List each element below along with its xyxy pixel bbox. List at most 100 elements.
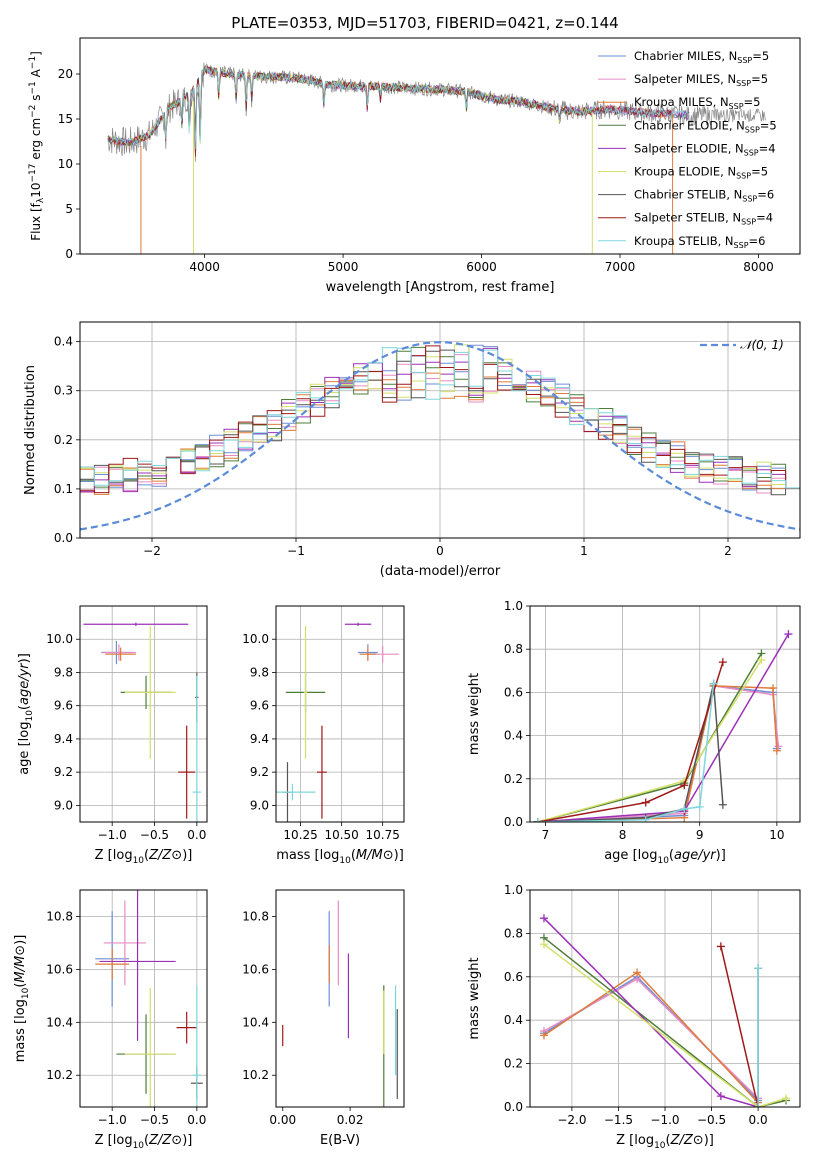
weight-marker bbox=[716, 942, 725, 951]
spectrum-legend: Chabrier MILES, NSSP=5 Salpeter MILES, NS… bbox=[598, 49, 777, 250]
y-axis-label: mass [log10(M/M⊙)] bbox=[13, 935, 31, 1063]
y-axis-label: mass weight bbox=[467, 673, 482, 755]
x-tick-label: 4000 bbox=[189, 260, 220, 274]
weight-marker bbox=[680, 781, 689, 790]
plot-area-weight-age bbox=[533, 630, 793, 822]
errorbar-salpeter-stelib bbox=[178, 725, 196, 819]
x-tick-label: −0.5 bbox=[697, 1113, 726, 1127]
errorbar-kroupa-miles bbox=[105, 647, 136, 661]
y-tick-label: 9.4 bbox=[250, 732, 269, 746]
x-tick-label: −0.5 bbox=[140, 828, 169, 842]
weight-marker bbox=[754, 964, 763, 973]
y-tick-label: 0.0 bbox=[504, 815, 523, 829]
weight-series-kroupa-stelib bbox=[533, 679, 718, 822]
x-tick-label: 9 bbox=[696, 828, 704, 842]
weight-marker bbox=[695, 802, 704, 811]
x-tick-label: −1 bbox=[287, 544, 305, 558]
plot-area-residuals bbox=[80, 341, 800, 538]
errorbar-salpeter-stelib bbox=[176, 1011, 197, 1044]
errorbar-kroupa-stelib bbox=[192, 675, 202, 822]
panel-age-mass: 10.25 10.50 10.75 9.0 9.2 9.4 9.6 9.8 10.0 mass [… bbox=[242, 605, 405, 866]
y-tick-label: 9.8 bbox=[250, 665, 269, 679]
plot-area-age-Z bbox=[83, 622, 202, 822]
weight-series-kroupa-miles bbox=[533, 681, 781, 822]
x-tick-label: 7000 bbox=[605, 260, 636, 274]
legend-entry-normal: 𝒩(0, 1) bbox=[740, 338, 784, 352]
figure-title: PLATE=0353, MJD=51703, FIBERID=0421, z=0… bbox=[231, 14, 618, 32]
errorbar-kroupa-elodie bbox=[303, 625, 308, 759]
y-tick-label: 9.4 bbox=[54, 732, 73, 746]
weight-series-kroupa-stelib bbox=[754, 964, 763, 1107]
y-tick-label: 10.8 bbox=[46, 909, 73, 923]
weight-marker bbox=[633, 968, 642, 977]
x-tick-label: 10 bbox=[769, 828, 784, 842]
plot-area-mass-Z bbox=[95, 890, 203, 1107]
y-tick-label: 0.3 bbox=[54, 384, 73, 398]
weight-marker bbox=[754, 1103, 763, 1107]
legend-entry-salpeter-miles: Salpeter MILES, NSSP=5 bbox=[634, 72, 768, 88]
x-axis-label: Z [log10(Z/Z⊙)] bbox=[616, 1133, 714, 1151]
y-tick-label: 15 bbox=[58, 112, 73, 126]
weight-marker bbox=[769, 684, 777, 693]
y-tick-label: 9.6 bbox=[54, 699, 73, 713]
weight-series-salpeter-miles bbox=[533, 681, 783, 822]
model-spectrum-kroupa-stelib bbox=[110, 66, 690, 149]
weight-series-chabrier-stelib bbox=[533, 679, 727, 822]
errorbar-kroupa-miles bbox=[95, 948, 130, 980]
weight-marker bbox=[716, 1092, 725, 1101]
plot-area-spectrum bbox=[107, 62, 766, 254]
model-spectrum-chabrier-stelib bbox=[107, 65, 690, 148]
y-tick-label: 0.4 bbox=[504, 1013, 523, 1027]
panel-mass-Z: −1.0 −0.5 0.0 10.2 10.4 10.6 10.8 Z [log10(Z/Z⊙… bbox=[13, 889, 208, 1151]
y-tick-label: 10.6 bbox=[46, 962, 73, 976]
x-tick-label: 5000 bbox=[328, 260, 359, 274]
axes-frame bbox=[275, 889, 405, 1108]
x-tick-label: 0.0 bbox=[749, 1113, 768, 1127]
y-tick-label: 9.2 bbox=[250, 765, 269, 779]
y-tick-label: 0.2 bbox=[504, 1057, 523, 1071]
x-axis-label: (data-model)/error bbox=[380, 564, 501, 579]
y-tick-label: 20 bbox=[58, 67, 73, 81]
x-axis-label: age [log10(age/yr)] bbox=[604, 848, 726, 866]
x-tick-label: 8000 bbox=[743, 260, 774, 274]
y-tick-label: 9.0 bbox=[250, 798, 269, 812]
x-tick-label: −0.5 bbox=[140, 1113, 169, 1127]
y-tick-label: 5 bbox=[65, 202, 73, 216]
weight-marker bbox=[784, 630, 793, 639]
weight-series-kroupa-miles bbox=[539, 968, 763, 1107]
x-tick-label: 8 bbox=[619, 828, 627, 842]
weight-marker bbox=[641, 815, 650, 822]
y-tick-label: 0 bbox=[65, 247, 73, 261]
weight-marker bbox=[774, 742, 783, 751]
legend-entry-chabrier-stelib: Chabrier STELIB, NSSP=6 bbox=[634, 188, 774, 204]
y-tick-label: 10 bbox=[58, 157, 73, 171]
y-axis-label: Normed distribution bbox=[23, 365, 38, 495]
y-axis-label: Flux [fλ10−17 erg cm−2 s−1 A−1] bbox=[28, 51, 46, 241]
panel-residuals: −2 −1 0 1 2 0.0 0.1 0.2 0.3 0.4 (data-model)/error… bbox=[23, 321, 801, 579]
errorbar-kroupa-elodie bbox=[124, 625, 176, 759]
weight-marker bbox=[772, 746, 781, 755]
weight-marker bbox=[641, 798, 650, 807]
plot-area-age-mass bbox=[276, 622, 400, 822]
weight-series-salpeter-elodie bbox=[533, 630, 793, 822]
legend-entry-kroupa-elodie: Kroupa ELODIE, NSSP=5 bbox=[634, 165, 768, 181]
y-tick-label: 10.4 bbox=[46, 1015, 73, 1029]
errorbar-salpeter-elodie bbox=[99, 890, 176, 1041]
weight-marker bbox=[539, 1031, 548, 1040]
axes-frame bbox=[79, 605, 208, 823]
x-tick-label: 0.0 bbox=[187, 828, 206, 842]
y-tick-label: 9.8 bbox=[54, 665, 73, 679]
x-tick-label: 7 bbox=[542, 828, 550, 842]
errorbar-kroupa-stelib bbox=[276, 783, 316, 801]
panel-mass-EBV: 0.00 0.02 10.2 10.4 10.6 10.8 E(B-V) bbox=[242, 889, 405, 1148]
legend-entry-kroupa-miles: Kroupa MILES, NSSP=5 bbox=[634, 95, 760, 111]
y-tick-label: 10.0 bbox=[46, 632, 73, 646]
y-tick-label: 10.4 bbox=[242, 1015, 269, 1029]
legend-entry-salpeter-stelib: Salpeter STELIB, NSSP=4 bbox=[634, 211, 773, 227]
x-tick-label: 6000 bbox=[466, 260, 497, 274]
y-tick-label: 10.0 bbox=[242, 632, 269, 646]
y-tick-label: 0.6 bbox=[504, 685, 523, 699]
x-tick-label: 10.50 bbox=[324, 828, 358, 842]
errorbar-kroupa-elodie bbox=[124, 987, 176, 1107]
